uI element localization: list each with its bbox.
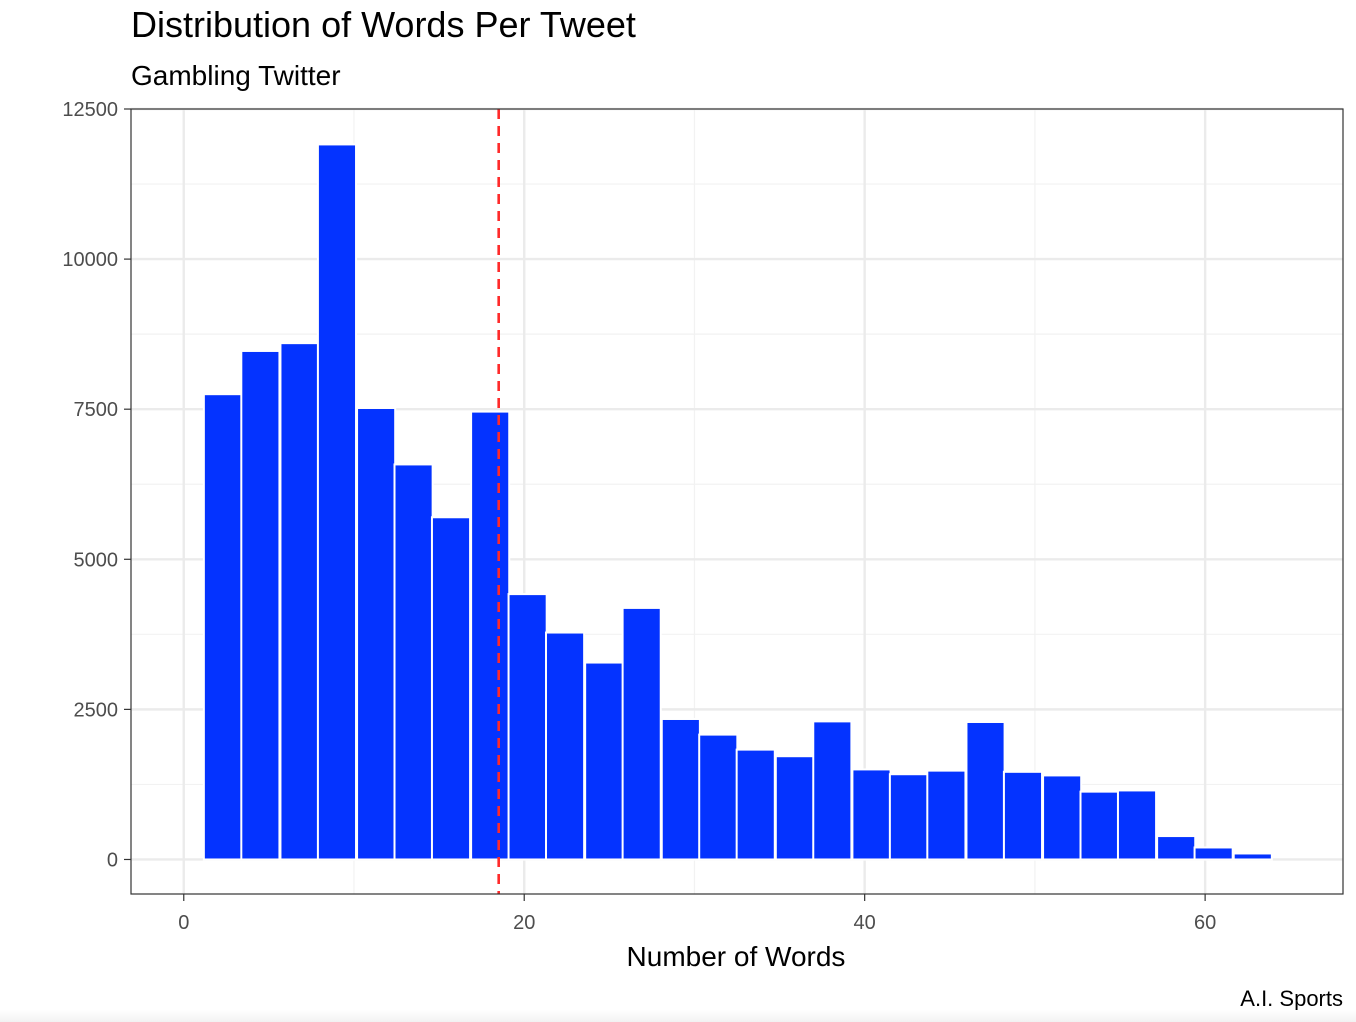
x-axis: 0 20 40 60 xyxy=(178,894,1216,934)
histogram-bar xyxy=(965,720,1006,861)
histogram-bar xyxy=(1232,852,1273,861)
histogram-bar xyxy=(1042,774,1083,861)
y-tick-label: 5000 xyxy=(74,549,119,571)
histogram-bar xyxy=(1079,790,1120,861)
x-tick-label: 60 xyxy=(1194,912,1216,934)
x-tick-label: 40 xyxy=(854,912,876,934)
histogram-bar xyxy=(698,733,739,861)
plot-panel-border xyxy=(130,108,1344,895)
histogram-bar xyxy=(1002,770,1044,861)
histogram-bars xyxy=(202,143,1273,861)
histogram-bar xyxy=(202,393,243,861)
y-tick-label: 2500 xyxy=(74,699,119,721)
histogram-bar xyxy=(356,406,397,861)
histogram-bar xyxy=(470,410,511,861)
histogram-bar xyxy=(1156,835,1197,861)
histogram-bar xyxy=(735,748,776,861)
histogram-bar xyxy=(774,755,815,861)
y-tick-label: 7500 xyxy=(74,399,119,421)
histogram-bar xyxy=(1193,846,1234,861)
chart-title: Distribution of Words Per Tweet xyxy=(131,4,636,45)
x-tick-label: 20 xyxy=(513,912,535,934)
histogram-bar xyxy=(812,720,853,861)
histogram-bar xyxy=(507,593,548,861)
histogram-bar xyxy=(279,342,320,861)
histogram-bar xyxy=(851,768,892,861)
histogram-bar xyxy=(1116,789,1158,861)
histogram-bar xyxy=(888,773,929,861)
histogram-bar xyxy=(621,606,662,861)
y-tick-label: 10000 xyxy=(62,249,118,271)
histogram-bar xyxy=(584,661,625,861)
histogram-bar xyxy=(660,717,701,861)
chart-subtitle: Gambling Twitter xyxy=(131,60,341,91)
chart-caption: A.I. Sports xyxy=(1240,986,1343,1011)
bottom-band xyxy=(0,1010,1356,1022)
histogram-bar xyxy=(240,349,281,861)
histogram-bar xyxy=(545,631,586,861)
histogram-bar xyxy=(430,516,472,861)
y-tick-label: 12500 xyxy=(62,99,118,121)
y-tick-label: 0 xyxy=(107,849,118,871)
histogram-bar xyxy=(926,769,967,861)
y-axis: 0 2500 5000 7500 10000 12500 xyxy=(62,99,131,871)
x-axis-title: Number of Words xyxy=(627,941,846,972)
x-tick-label: 0 xyxy=(178,912,189,934)
histogram-bar xyxy=(393,463,434,861)
histogram-bar xyxy=(316,143,358,861)
